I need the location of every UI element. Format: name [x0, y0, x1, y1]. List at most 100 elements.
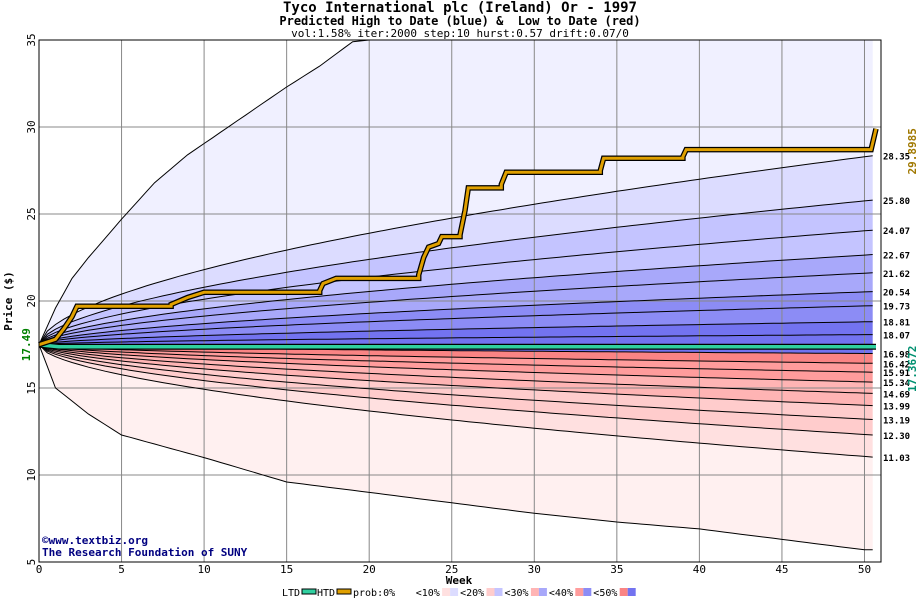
percentile-line [38, 321, 873, 346]
percentile-line [38, 155, 873, 345]
legend-label-prob: <20% [460, 588, 484, 599]
percentile-end-label: 13.19 [883, 416, 910, 426]
percentile-end-label: 12.30 [883, 432, 910, 442]
x-tick-label: 10 [197, 563, 210, 576]
watermark-url: ©www.textbiz.org [42, 534, 148, 547]
percentile-end-labels: 28.35 25.80 24.07 22.67 21.62 20.54 19.73 18.81… [883, 153, 911, 464]
x-tick-label: 0 [36, 563, 43, 576]
htd-final-label: 29.8985 [906, 128, 919, 174]
legend-label-htd: HTD [317, 588, 335, 599]
percentile-line [38, 199, 873, 346]
chart-subtitle: Predicted High to Date (blue) & Low to D… [279, 14, 641, 28]
x-tick-label: 35 [610, 563, 623, 576]
upper-band [39, 254, 873, 345]
legend-swatch-prob [450, 588, 459, 596]
y-axis-label: Price ($) [2, 271, 15, 331]
lower-band [39, 344, 873, 435]
simulation-params: vol:1.58% iter:2000 step:10 hurst:0.57 d… [291, 27, 629, 40]
legend-swatch-prob [494, 588, 503, 596]
series-lines [38, 128, 879, 350]
percentile-end-label: 11.03 [883, 454, 910, 464]
percentile-end-label: 13.99 [883, 403, 910, 413]
percentile-line [38, 344, 873, 373]
x-tick-label: 30 [528, 563, 541, 576]
y-tick-label: 25 [25, 207, 38, 220]
percentile-end-label: 15.91 [883, 369, 910, 379]
legend-swatch-prob [405, 588, 414, 596]
percentile-end-label: 22.67 [883, 252, 910, 262]
legend-swatch-prob [442, 588, 451, 596]
legend-swatch-prob [397, 588, 406, 596]
y-tick-labels: 5 10 15 20 25 30 35 [25, 33, 38, 565]
legend-swatch-prob [530, 588, 539, 596]
legend: LTD HTD prob:0% <10% <20% <30% <40% <50% [282, 588, 636, 599]
legend-label-prob: <10% [416, 588, 440, 599]
x-tick-label: 40 [693, 563, 706, 576]
percentile-line [38, 344, 873, 458]
lower-envelope-line [38, 344, 873, 551]
upper-band [39, 155, 873, 345]
legend-label-ltd: LTD [282, 588, 300, 599]
percentile-end-label: 15.34 [883, 379, 911, 389]
percentile-line [38, 334, 873, 346]
percentile-end-label: 18.81 [883, 319, 910, 329]
percentile-line [38, 344, 873, 394]
percentile-curves [38, 39, 873, 551]
x-tick-label: 50 [858, 563, 871, 576]
legend-label-prob: <40% [549, 588, 573, 599]
lower-band [39, 344, 873, 406]
percentile-end-label: 24.07 [883, 227, 910, 237]
percentile-end-label: 18.07 [883, 332, 910, 342]
percentile-line [38, 344, 873, 420]
legend-swatch-prob [627, 588, 636, 596]
legend-swatch-prob [486, 588, 495, 596]
y-tick-label: 5 [25, 559, 38, 566]
legend-label-prob: prob:0% [353, 588, 395, 599]
start-price-label: 17.49 [20, 328, 33, 361]
x-tick-label: 5 [118, 563, 125, 576]
upper-band [39, 200, 873, 345]
x-tick-label: 20 [363, 563, 376, 576]
percentile-end-label: 21.62 [883, 270, 910, 280]
y-tick-label: 20 [25, 294, 38, 307]
legend-swatch-prob [538, 588, 547, 596]
percentile-line [38, 254, 873, 346]
htd-line [38, 128, 878, 347]
chart-title: Tyco International plc (Ireland) Or - 19… [282, 0, 637, 16]
x-axis-label: Week [446, 574, 473, 587]
percentile-line [38, 344, 873, 407]
legend-swatch-ltd [301, 588, 317, 595]
legend-swatch-prob [619, 588, 628, 596]
legend-swatch-htd [336, 588, 352, 595]
plot-frame [38, 39, 882, 563]
percentile-end-label: 16.98 [883, 351, 910, 361]
x-tick-label: 45 [775, 563, 788, 576]
legend-swatch-prob [583, 588, 592, 596]
x-tick-labels: 0 5 10 15 20 25 30 35 40 45 50 [36, 563, 871, 576]
percentile-line [38, 305, 873, 346]
legend-label-prob: <30% [505, 588, 529, 599]
percentile-line [38, 344, 873, 364]
lower-band [39, 344, 873, 458]
legend-label-prob: <50% [593, 588, 617, 599]
percentile-end-label: 28.35 [883, 153, 910, 163]
percentile-line [38, 344, 873, 436]
y-tick-label: 35 [25, 33, 38, 46]
percentile-end-label: 14.69 [883, 390, 910, 400]
x-tick-label: 15 [280, 563, 293, 576]
y-tick-label: 15 [25, 381, 38, 394]
ltd-final-label: 17.3672 [906, 346, 919, 392]
legend-swatch-prob [575, 588, 584, 596]
percentile-end-label: 25.80 [883, 197, 910, 207]
percentile-end-label: 19.73 [883, 303, 910, 313]
upper-band [39, 40, 873, 345]
y-tick-label: 30 [25, 120, 38, 133]
y-tick-label: 10 [25, 468, 38, 481]
percentile-line [38, 272, 873, 346]
percentile-end-label: 20.54 [883, 289, 911, 299]
x-tick-label: 25 [445, 563, 458, 576]
percentile-end-label: 16.42 [883, 360, 910, 370]
percentile-line [38, 344, 873, 383]
watermark-org: The Research Foundation of SUNY [42, 546, 248, 559]
